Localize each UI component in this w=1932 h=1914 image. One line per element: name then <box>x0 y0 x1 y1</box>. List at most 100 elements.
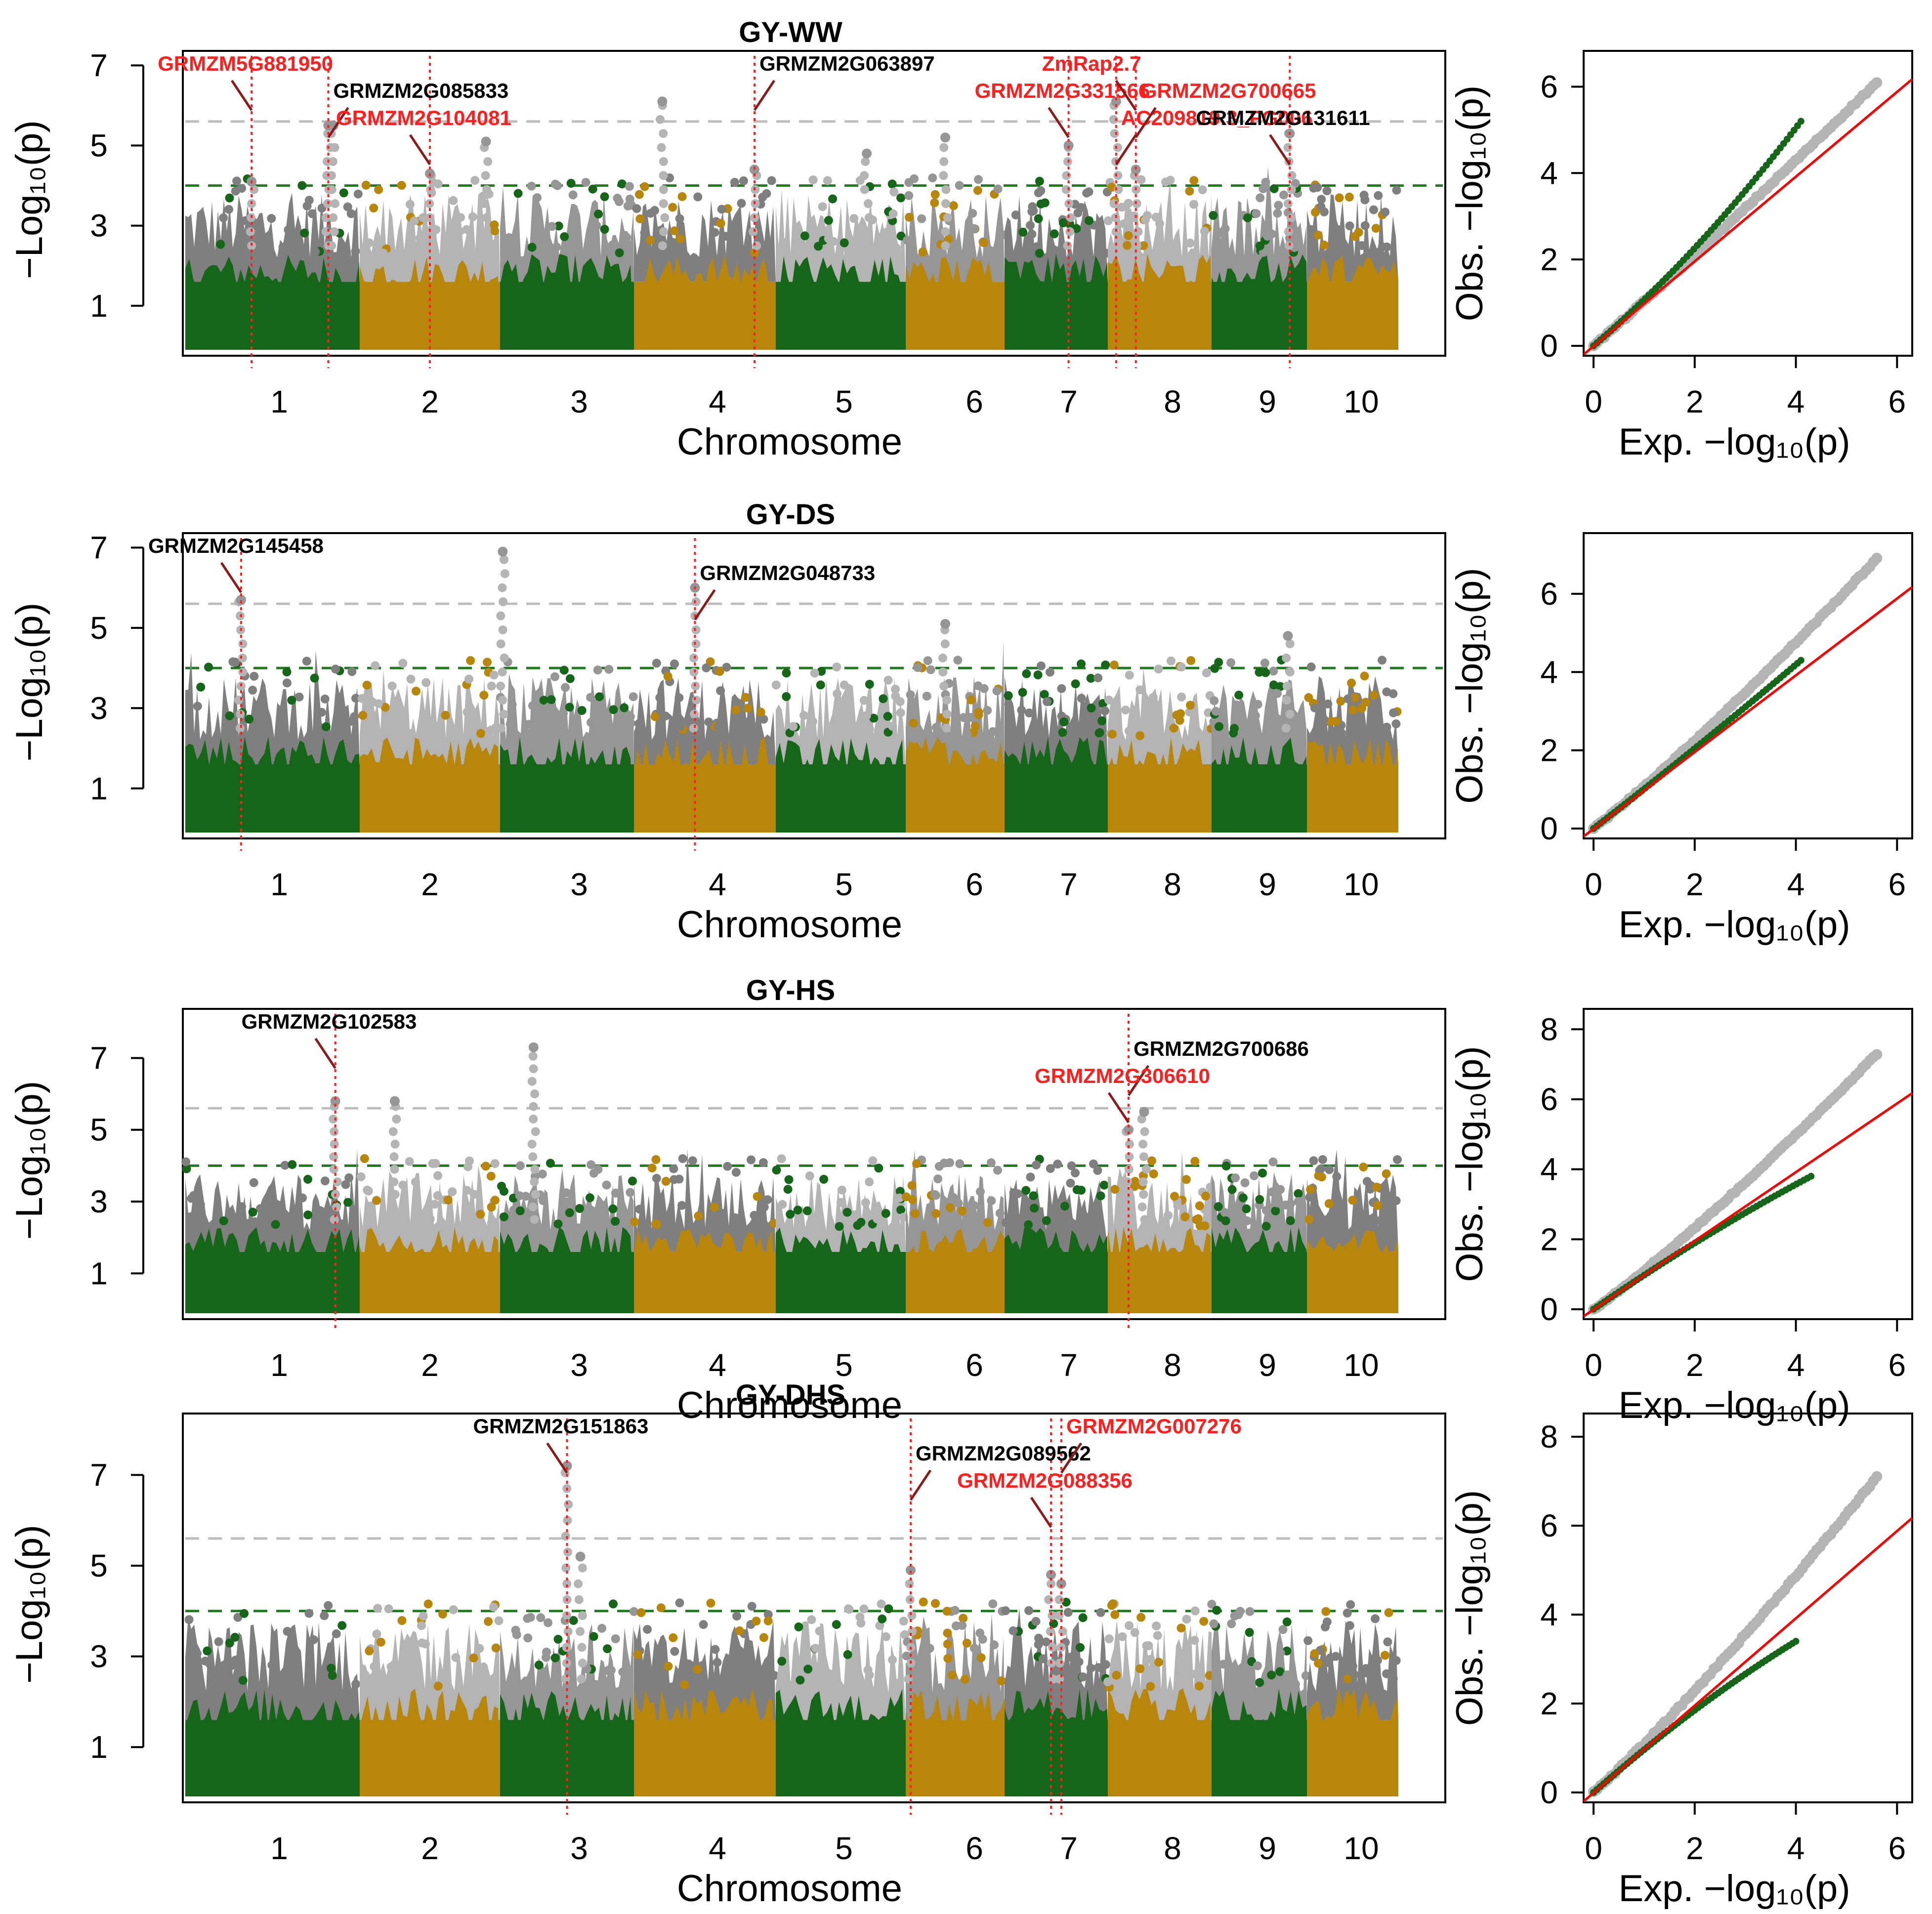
snp-point <box>1391 719 1401 729</box>
snp-point <box>214 1637 223 1646</box>
snp-point <box>948 1670 957 1680</box>
chromosome-colored-band <box>1108 253 1212 346</box>
snp-point <box>1294 1197 1303 1206</box>
snp-point <box>1276 1185 1285 1194</box>
snp-point <box>912 1159 922 1168</box>
snp-point <box>1110 1185 1120 1194</box>
chromosome-gray-band <box>185 1149 360 1252</box>
snp-point <box>1267 1670 1276 1680</box>
chromosome-label-7: 7 <box>1060 1347 1078 1383</box>
snp-point <box>1238 1193 1248 1203</box>
peak-snp <box>1138 1139 1148 1149</box>
snp-point <box>1176 1623 1186 1633</box>
snp-point <box>678 1154 687 1164</box>
manhattan-x-label: Chromosome <box>677 1384 902 1426</box>
snp-point <box>911 1209 920 1218</box>
chromosome-8-points <box>1108 1152 1215 1313</box>
snp-point <box>1259 248 1268 257</box>
snp-point <box>288 1160 297 1169</box>
snp-point <box>462 1186 471 1195</box>
snp-point <box>777 1154 786 1164</box>
snp-point <box>1391 1656 1401 1665</box>
snp-point <box>906 690 915 700</box>
snp-point <box>1232 700 1241 709</box>
snp-point <box>778 1200 787 1209</box>
chromosome-colored-band <box>634 254 776 346</box>
snp-point <box>896 193 906 203</box>
chromosome-colored-band <box>1307 1230 1398 1309</box>
snp-point <box>817 666 826 676</box>
snp-point <box>554 221 563 231</box>
snp-point <box>747 1155 756 1165</box>
peak-snp <box>1066 213 1075 222</box>
snp-point <box>230 1632 240 1642</box>
snp-point <box>650 712 660 721</box>
snp-point <box>1190 1636 1199 1645</box>
top-snp <box>862 148 872 159</box>
snp-point <box>1200 227 1209 236</box>
snp-point <box>422 717 432 727</box>
snp-point <box>327 1664 336 1673</box>
snp-point <box>770 1671 779 1680</box>
snp-point <box>793 1206 802 1215</box>
snp-point <box>1057 684 1066 693</box>
qq-gray-series <box>1588 1471 1883 1797</box>
snp-point <box>849 214 859 223</box>
peak-snp <box>530 1089 540 1099</box>
chromosome-label-4: 4 <box>709 867 726 902</box>
snp-point <box>731 705 741 714</box>
snp-point <box>737 199 746 208</box>
peak-snp <box>1109 115 1118 124</box>
peak-snp <box>330 1215 339 1224</box>
qq-point <box>1792 1638 1800 1645</box>
snp-point <box>1322 1617 1332 1626</box>
qq-green-series <box>1590 1638 1800 1796</box>
peak-snp <box>527 1139 537 1149</box>
snp-point <box>602 1180 611 1190</box>
snp-point <box>1195 1681 1204 1691</box>
snp-point <box>1018 227 1028 237</box>
snp-point <box>1230 724 1239 733</box>
peak-snp <box>529 1064 538 1074</box>
chromosome-label-2: 2 <box>421 867 439 902</box>
snp-point <box>516 1161 525 1170</box>
y-tick-label: 7 <box>90 1457 108 1493</box>
snp-point <box>1326 1211 1336 1220</box>
snp-point <box>248 685 257 695</box>
peak-snp <box>388 1202 398 1211</box>
snp-point <box>240 1609 249 1618</box>
qq-y-tick-label: 4 <box>1540 654 1558 690</box>
peak-snp <box>905 1579 914 1588</box>
snp-point <box>713 1658 722 1667</box>
snp-point <box>1029 206 1038 215</box>
snp-point <box>1179 1661 1188 1670</box>
snp-point <box>1192 1215 1201 1224</box>
snp-point <box>739 176 748 185</box>
snp-point <box>505 719 515 729</box>
manhattan-points <box>185 640 1402 832</box>
snp-point <box>840 680 849 690</box>
snp-point <box>882 227 892 237</box>
snp-point <box>750 248 759 257</box>
snp-point <box>1189 200 1198 209</box>
peak-snp <box>499 709 508 719</box>
snp-point <box>626 712 635 721</box>
snp-point <box>1369 205 1378 214</box>
peak-snp <box>863 199 873 208</box>
qq-frame <box>1583 50 1913 357</box>
qq-y-label: Obs. −log₁₀(p) <box>1449 1490 1491 1726</box>
snp-point <box>832 1620 841 1629</box>
peak-snp <box>1055 1659 1064 1668</box>
chromosome-10-points <box>1307 180 1401 350</box>
manhattan-x-label: Chromosome <box>677 1868 902 1910</box>
qq-y-tick-label: 0 <box>1540 1291 1558 1327</box>
snp-point <box>1345 1621 1354 1630</box>
snp-point <box>419 213 428 222</box>
snp-point <box>343 202 352 211</box>
snp-point <box>962 1638 971 1648</box>
snp-point <box>489 1602 498 1612</box>
peak-snp <box>235 723 245 733</box>
snp-point <box>227 725 236 734</box>
snp-point <box>321 1218 330 1227</box>
